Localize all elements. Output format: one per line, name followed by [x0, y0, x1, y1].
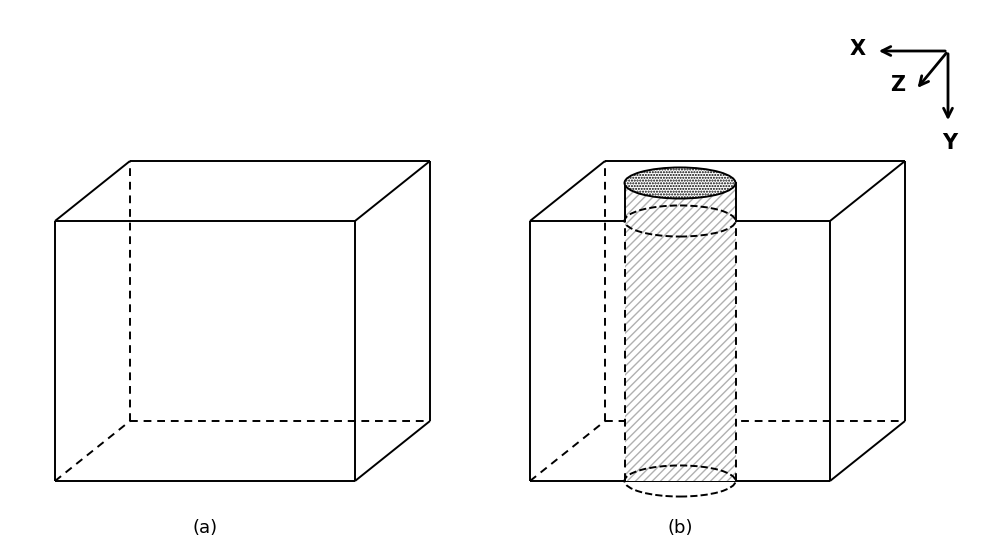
Text: Z: Z: [890, 75, 905, 95]
Text: X: X: [850, 39, 866, 59]
Bar: [624, 183, 736, 481]
Ellipse shape: [624, 167, 736, 198]
Text: (a): (a): [192, 519, 218, 537]
Text: Y: Y: [942, 133, 958, 153]
Text: (b): (b): [667, 519, 693, 537]
